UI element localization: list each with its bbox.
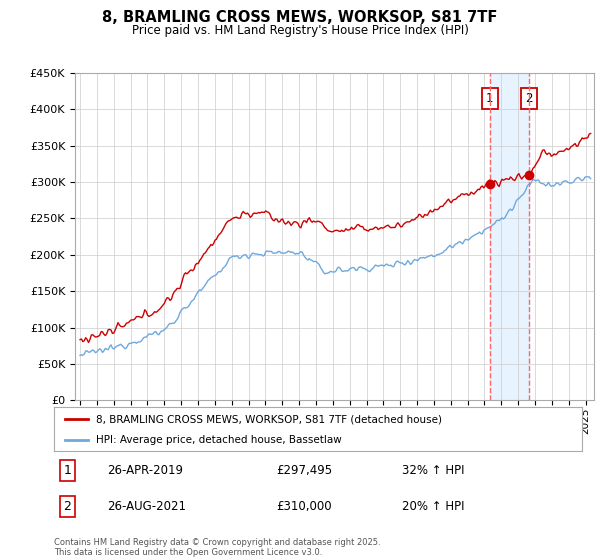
Text: 32% ↑ HPI: 32% ↑ HPI xyxy=(403,464,465,477)
Text: 26-AUG-2021: 26-AUG-2021 xyxy=(107,500,186,513)
Text: Price paid vs. HM Land Registry's House Price Index (HPI): Price paid vs. HM Land Registry's House … xyxy=(131,24,469,37)
Text: HPI: Average price, detached house, Bassetlaw: HPI: Average price, detached house, Bass… xyxy=(96,435,342,445)
Text: 2: 2 xyxy=(526,92,533,105)
Text: 1: 1 xyxy=(63,464,71,477)
Text: 26-APR-2019: 26-APR-2019 xyxy=(107,464,183,477)
Bar xyxy=(490,73,529,400)
Text: 8, BRAMLING CROSS MEWS, WORKSOP, S81 7TF (detached house): 8, BRAMLING CROSS MEWS, WORKSOP, S81 7TF… xyxy=(96,414,442,424)
Text: 20% ↑ HPI: 20% ↑ HPI xyxy=(403,500,465,513)
Text: 2: 2 xyxy=(63,500,71,513)
Text: 1: 1 xyxy=(486,92,494,105)
Text: £297,495: £297,495 xyxy=(276,464,332,477)
Text: £310,000: £310,000 xyxy=(276,500,331,513)
Text: Contains HM Land Registry data © Crown copyright and database right 2025.
This d: Contains HM Land Registry data © Crown c… xyxy=(54,538,380,557)
Text: 8, BRAMLING CROSS MEWS, WORKSOP, S81 7TF: 8, BRAMLING CROSS MEWS, WORKSOP, S81 7TF xyxy=(103,10,497,25)
